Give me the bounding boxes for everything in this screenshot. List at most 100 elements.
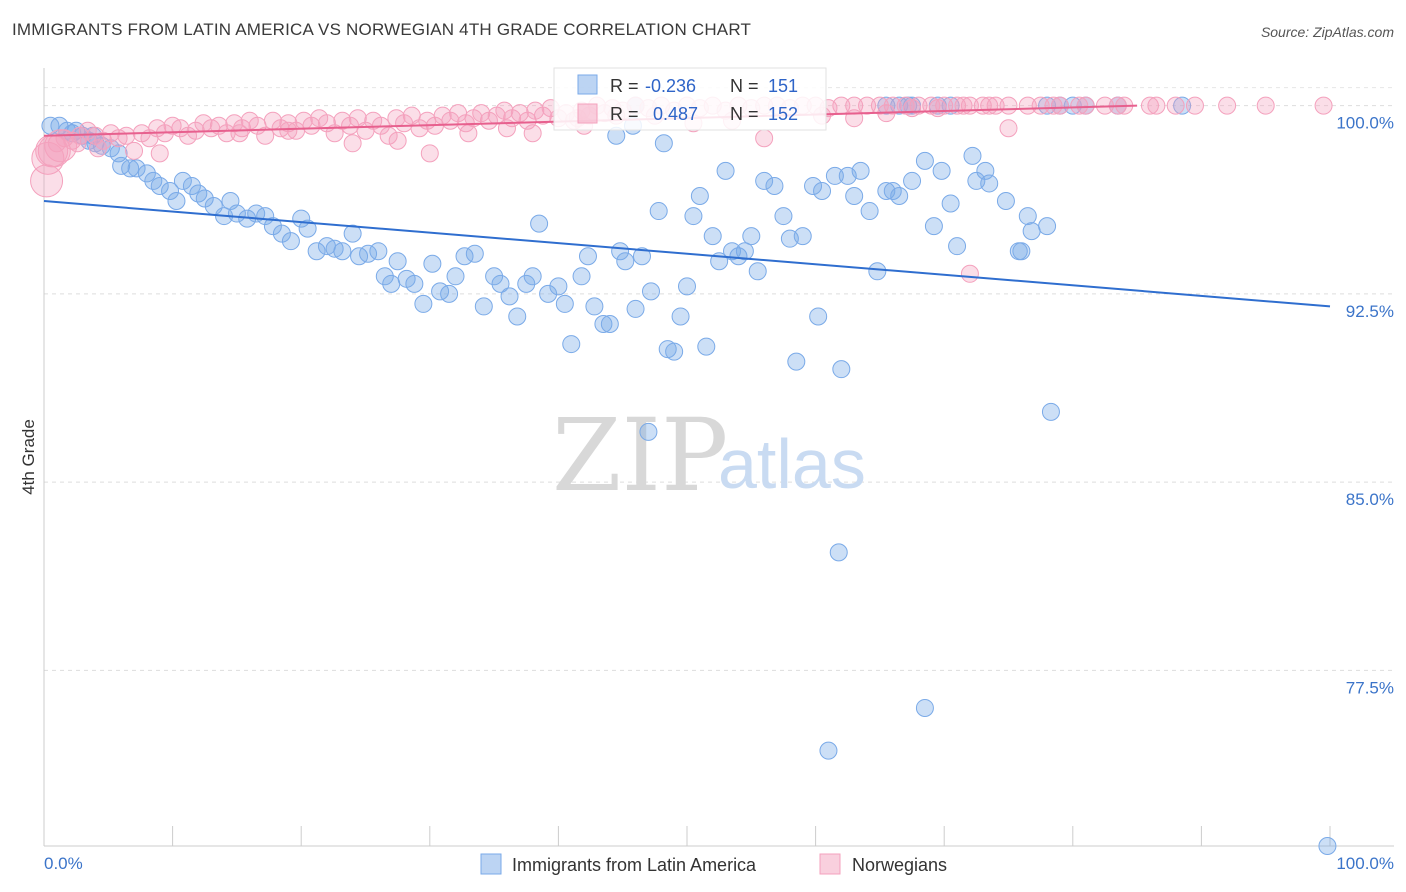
latin-america-point-34 <box>307 242 326 261</box>
y-tick-label-0: 100.0% <box>1336 114 1394 133</box>
y-tick-label-2: 85.0% <box>1346 490 1394 509</box>
latin-america-point-46 <box>405 274 424 293</box>
stats-swatch-norwegians <box>577 103 598 124</box>
norwegians-point-129 <box>37 134 71 168</box>
norwegians-point-94 <box>858 96 877 115</box>
latin-america-point-81 <box>684 207 703 226</box>
latin-america-point-126 <box>1038 217 1057 236</box>
latin-america-point-21 <box>195 189 214 208</box>
latin-america-point-125 <box>1022 222 1041 241</box>
series-latin-america-points <box>41 96 1337 855</box>
stats-r-label-2: R = <box>610 104 639 124</box>
latin-america-point-113 <box>924 217 943 236</box>
x-tick-label-max: 100.0% <box>1336 854 1394 873</box>
latin-america-point-92 <box>755 171 774 190</box>
y-tick-label-1: 92.5% <box>1346 302 1394 321</box>
watermark-atlas: atlas <box>718 425 866 503</box>
latin-america-point-30 <box>272 224 291 243</box>
legend-swatch-latin-america[interactable] <box>480 853 502 875</box>
stats-n-label-2: N = <box>730 104 759 124</box>
latin-america-point-13 <box>137 164 156 183</box>
norwegians-point-105 <box>999 96 1018 115</box>
norwegians-point-57 <box>472 104 491 123</box>
norwegians-point-125 <box>960 264 979 283</box>
latin-america-point-29 <box>263 217 282 236</box>
latin-america-point-69 <box>594 314 613 333</box>
legend: Immigrants from Latin America Norwegians <box>480 853 947 875</box>
stats-swatch-latin-america <box>577 74 598 95</box>
latin-america-point-61 <box>530 214 549 233</box>
norwegians-point-29 <box>256 126 275 145</box>
norwegians-point-109 <box>1076 96 1095 115</box>
latin-america-point-99 <box>809 307 828 326</box>
legend-label-norwegians[interactable]: Norwegians <box>852 855 947 875</box>
latin-america-point-50 <box>440 284 459 303</box>
latin-america-point-12 <box>127 159 146 178</box>
stats-n-value-2: 152 <box>768 104 798 124</box>
stats-r-value-2: 0.487 <box>653 104 698 124</box>
latin-america-point-19 <box>182 176 201 195</box>
latin-america-point-83 <box>697 337 716 356</box>
norwegians-point-135 <box>388 131 407 150</box>
latin-america-point-137 <box>1063 96 1082 115</box>
latin-america-point-68 <box>585 297 604 316</box>
latin-america-point-100 <box>813 181 832 200</box>
norwegians-point-132 <box>150 144 169 163</box>
latin-america-point-140 <box>1173 96 1192 115</box>
norwegians-point-112 <box>1140 96 1159 115</box>
latin-america-point-80 <box>678 277 696 296</box>
latin-america-point-94 <box>774 207 793 226</box>
latin-america-point-11 <box>121 159 140 178</box>
latin-america-point-115 <box>941 194 960 213</box>
latin-america-point-58 <box>508 307 527 326</box>
latin-america-point-43 <box>382 274 401 293</box>
latin-america-point-114 <box>932 161 951 180</box>
latin-america-point-121 <box>996 192 1015 211</box>
latin-america-point-84 <box>703 227 722 246</box>
latin-america-point-38 <box>343 224 362 243</box>
norwegians-point-49 <box>410 119 429 138</box>
stats-r-value-1: -0.236 <box>645 76 696 96</box>
latin-america-point-93 <box>765 176 784 195</box>
norwegians-point-96 <box>883 96 902 115</box>
legend-label-latin-america[interactable]: Immigrants from Latin America <box>512 855 757 875</box>
latin-america-point-64 <box>555 294 574 313</box>
latin-america-point-74 <box>632 247 651 266</box>
norwegians-point-108 <box>1050 96 1069 115</box>
latin-america-point-78 <box>665 342 684 361</box>
norwegians-point-113 <box>1166 96 1185 115</box>
latin-america-point-106 <box>860 202 879 221</box>
x-tick-label-min: 0.0% <box>44 854 83 873</box>
latin-america-point-15 <box>150 176 169 195</box>
latin-america-point-112 <box>915 151 934 170</box>
latin-america-point-89 <box>735 242 754 261</box>
norwegians-point-115 <box>1218 96 1237 115</box>
latin-america-point-51 <box>446 267 465 286</box>
latin-america-point-66 <box>572 267 591 286</box>
latin-america-point-70 <box>600 314 619 333</box>
latin-america-point-130 <box>877 96 896 115</box>
latin-america-point-128 <box>829 543 848 562</box>
latin-america-point-54 <box>474 297 493 316</box>
norwegians-point-126 <box>999 119 1018 138</box>
latin-america-point-55 <box>485 267 504 286</box>
norwegians-point-124 <box>845 109 864 128</box>
latin-america-point-47 <box>414 294 433 313</box>
latin-america-point-18 <box>173 171 192 190</box>
norwegians-point-11 <box>117 126 136 145</box>
latin-america-point-79 <box>671 307 690 326</box>
latin-america-point-91 <box>748 262 767 281</box>
latin-america-point-76 <box>649 202 668 221</box>
latin-america-point-117 <box>963 146 982 165</box>
latin-america-point-33 <box>298 219 317 238</box>
norwegians-point-12 <box>125 141 144 160</box>
norwegians-point-119 <box>343 134 362 153</box>
latin-america-point-135 <box>1038 96 1057 115</box>
norwegians-point-118 <box>420 144 439 163</box>
latin-america-point-82 <box>690 186 709 205</box>
norwegians-point-107 <box>1031 96 1050 115</box>
latin-america-point-17 <box>167 192 186 211</box>
legend-swatch-norwegians[interactable] <box>819 853 841 875</box>
latin-america-point-127 <box>1041 402 1060 421</box>
